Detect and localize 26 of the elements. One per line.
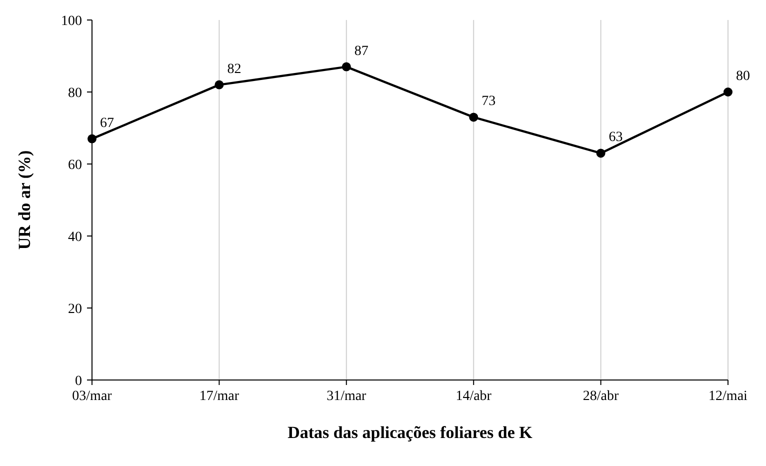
point xyxy=(596,148,606,158)
y-tick-label: 100 xyxy=(61,14,82,29)
y-tick-label: 20 xyxy=(68,302,82,317)
x-tick-label: 28/abr xyxy=(582,389,620,404)
y-tick-label: 80 xyxy=(68,86,82,101)
x-tick-label: 31/mar xyxy=(326,389,367,404)
point xyxy=(724,88,732,96)
data-label: 63 xyxy=(608,130,623,146)
data-label: 73 xyxy=(482,94,496,110)
y-axis-title: UR do ar (%) xyxy=(15,150,34,250)
x-tick-label: 17/mar xyxy=(199,389,240,404)
point xyxy=(88,134,96,144)
data-label: 67 xyxy=(100,116,114,131)
y-tick-label: 40 xyxy=(68,230,82,245)
y-tick-label: 0 xyxy=(75,374,82,389)
x-axis-title: Datas das aplicações foliares de K xyxy=(288,423,534,442)
point xyxy=(469,112,478,122)
data-label: 82 xyxy=(227,62,242,77)
data-label: 87 xyxy=(354,44,368,59)
x-tick-label: 03/mar xyxy=(72,389,112,404)
x-tick-label: 14/abr xyxy=(456,389,492,404)
y-tick-label: 60 xyxy=(68,158,82,173)
point xyxy=(342,62,351,72)
data-label: 80 xyxy=(736,69,750,84)
point xyxy=(214,80,224,90)
x-tick-label: 12/mai xyxy=(708,389,748,404)
